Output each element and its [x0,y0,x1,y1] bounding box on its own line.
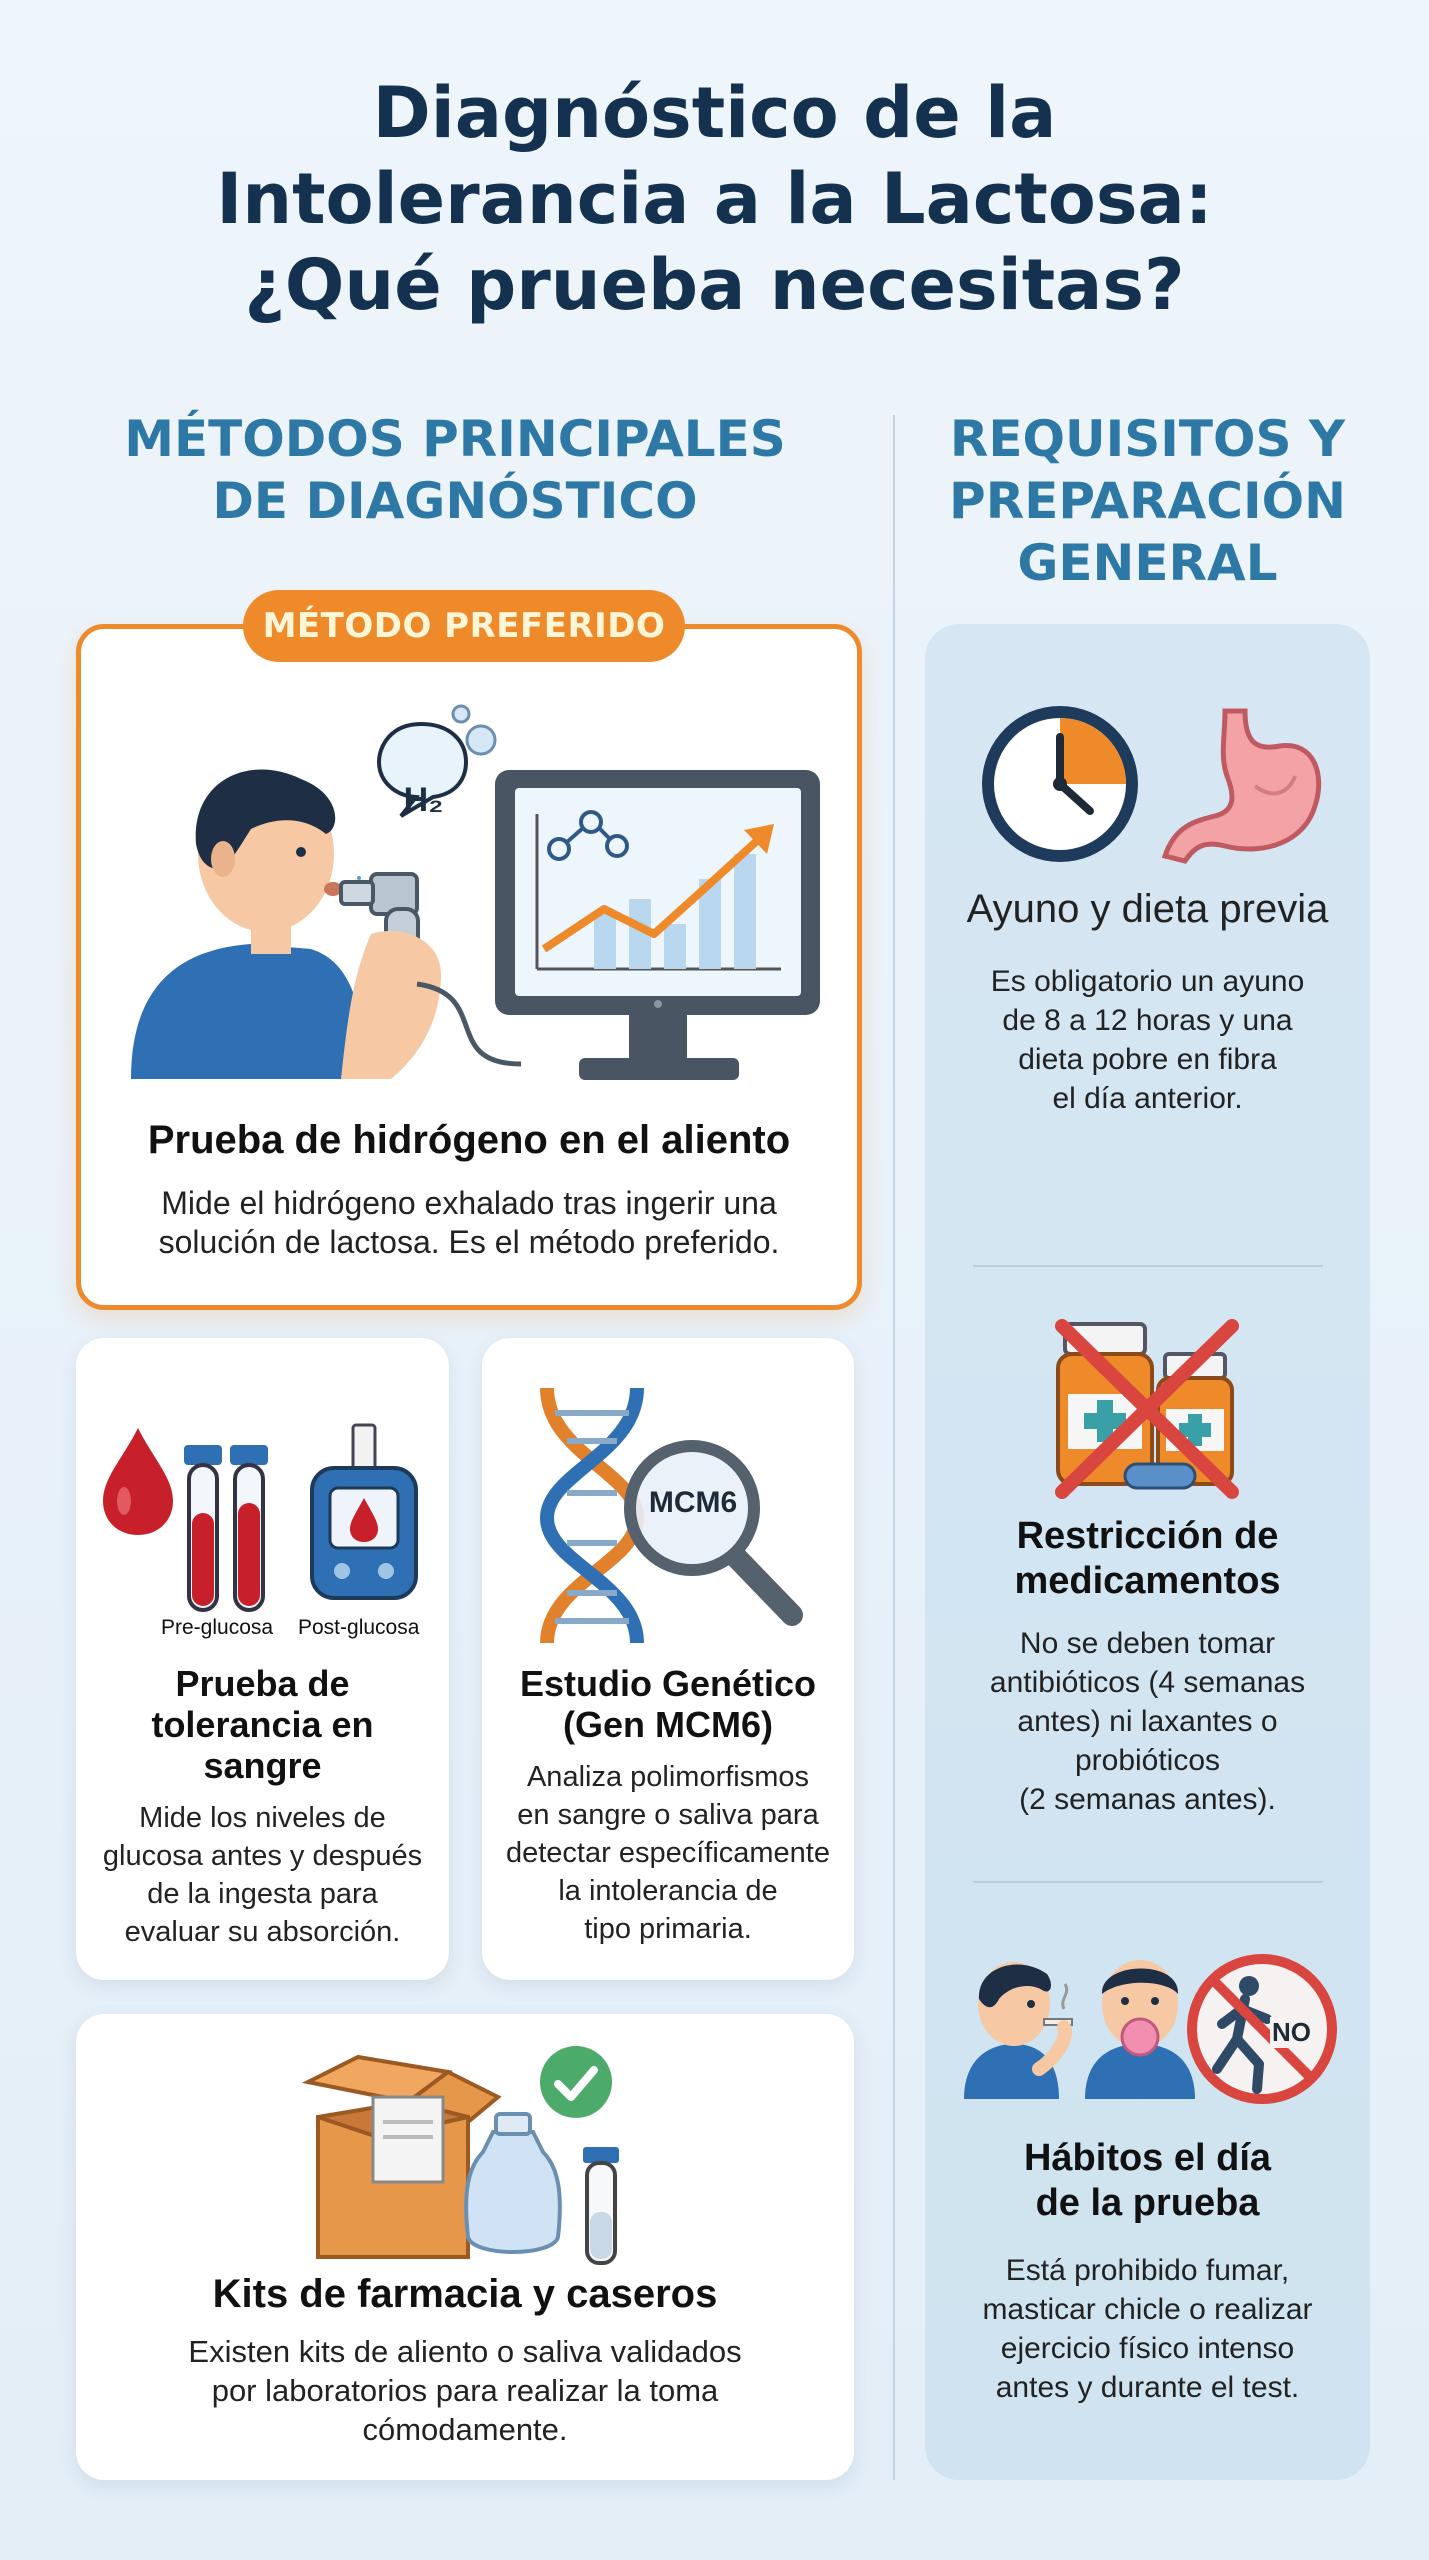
h2-label: H₂ [403,781,444,819]
blood-test-desc-line-1: Mide los niveles de [139,1802,386,1834]
hydrogen-bubble-icon [376,704,497,818]
requirements-heading-line-2: PREPARACIÓN [949,472,1346,530]
requirements-divider-2 [973,1881,1323,1883]
breath-test-card: H₂ Prueba de hidrógeno en el aliento Mid… [76,624,862,1310]
fasting-desc-line-3: dieta pobre en fibra [1018,1043,1277,1076]
requirements-divider-1 [973,1265,1323,1267]
fasting-title: Ayuno y dieta previa [966,887,1329,931]
requirements-heading-line-3: GENERAL [1017,534,1278,592]
genetic-test-desc-line-3: detectar específicamente [505,1837,830,1869]
test-tubes-icon [184,1445,268,1612]
habits-desc-line-2: masticar chicle o realizar [982,2293,1313,2326]
methods-heading: MÉTODOS PRINCIPALES DE DIAGNÓSTICO [40,408,870,532]
habits-title-line-1: Hábitos el día [1023,2137,1272,2179]
blood-test-title: Prueba de tolerancia en sangre [76,1663,449,1786]
blood-test-title-line-1: Prueba de [175,1663,350,1704]
box-kit-icon [301,2054,619,2265]
requirements-heading-line-1: REQUISITOS Y [949,410,1346,468]
habits-desc-line-3: ejercicio físico intenso [1000,2332,1295,2365]
pre-glucose-label: Pre-glucosa [161,1616,274,1639]
title-line-2: Intolerancia a la Lactosa: [216,158,1213,240]
medication-desc-line-3: antes) ni laxantes o [1017,1705,1278,1738]
blood-test-desc-line-2: glucosa antes y después [102,1840,423,1872]
monitor-chart-icon [495,770,820,1080]
genetic-test-desc: Analiza polimorfismos en sangre o saliva… [482,1758,854,1948]
breath-test-title: Prueba de hidrógeno en el aliento [147,1118,791,1162]
fasting-desc-line-4: el día anterior. [1052,1082,1243,1115]
breath-test-desc-line-1: Mide el hidrógeno exhalado tras ingerir … [161,1185,777,1221]
habits-title: Hábitos el día de la prueba [925,2136,1370,2226]
medication-desc-line-2: antibióticos (4 semanas [989,1666,1306,1699]
clock-icon [982,706,1138,862]
home-kits-title: Kits de farmacia y caseros [212,2272,718,2316]
blood-test-card: Pre-glucosa Post-glucosa Prueba de toler… [76,1338,449,1980]
smoking-person-icon [964,1962,1073,2099]
breath-test-desc: Mide el hidrógeno exhalado tras ingerir … [81,1184,857,1262]
genetic-test-desc-line-1: Analiza polimorfismos [526,1761,810,1793]
home-kits-card: Kits de farmacia y caseros Existen kits … [76,2014,854,2480]
habits-desc-line-4: antes y durante el test. [995,2371,1300,2404]
preferred-method-badge: MÉTODO PREFERIDO [243,590,685,662]
requirements-panel: Ayuno y dieta previa Es obligatorio un a… [925,624,1370,2480]
column-divider [893,415,895,2480]
genetic-test-card: MCM6 Estudio Genético (Gen MCM6) Analiza… [482,1338,854,1980]
genetic-test-desc-line-4: la intolerancia de [558,1875,778,1907]
post-glucose-label: Post-glucosa [298,1616,420,1639]
title-line-1: Diagnóstico de la [372,72,1057,154]
medication-title: Restricción de medicamentos [925,1514,1370,1604]
no-exercise-icon [1187,1954,1337,2104]
medicine-bottles-crossed-icon [1055,1319,1239,1499]
medication-desc-line-4: probióticos [1074,1744,1221,1777]
home-kits-desc-line-1: Existen kits de aliento o saliva validad… [188,2334,742,2369]
methods-heading-line-2: DE DIAGNÓSTICO [212,472,698,530]
medication-title-line-2: medicamentos [1014,1560,1281,1602]
genetic-test-desc-line-2: en sangre o saliva para [517,1799,819,1831]
magnifier-icon [624,1440,803,1626]
breath-test-desc-line-2: solución de lactosa. Es el método prefer… [158,1224,780,1260]
medication-desc: No se deben tomar antibióticos (4 semana… [925,1624,1370,1819]
stomach-icon [1161,708,1322,864]
blood-drop-icon [103,1428,173,1535]
genetic-test-title-line-1: Estudio Genético [519,1663,817,1704]
habits-title-line-2: de la prueba [1035,2182,1260,2224]
habits-desc: Está prohibido fumar, masticar chicle o … [925,2251,1370,2407]
page-title: Diagnóstico de la Intolerancia a la Lact… [0,70,1429,328]
blood-test-title-line-3: sangre [203,1745,322,1786]
habits-desc-line-1: Está prohibido fumar, [1005,2254,1290,2287]
blood-test-desc: Mide los niveles de glucosa antes y desp… [76,1799,449,1951]
home-kits-desc-line-2: por laboratorios para realizar la toma [211,2373,719,2408]
home-kits-desc: Existen kits de aliento o saliva validad… [76,2332,854,2449]
fasting-desc-line-2: de 8 a 12 horas y una [1002,1004,1293,1037]
blood-test-title-line-2: tolerancia en [151,1704,374,1745]
medication-desc-line-5: (2 semanas antes). [1019,1783,1276,1816]
medication-desc-line-1: No se deben tomar [1019,1627,1276,1660]
genetic-test-title: Estudio Genético (Gen MCM6) [482,1663,854,1745]
genetic-test-title-line-2: (Gen MCM6) [563,1704,773,1745]
mcm6-label: MCM6 [648,1486,738,1519]
glucometer-icon [310,1423,418,1600]
medication-title-line-1: Restricción de [1016,1515,1279,1557]
fasting-desc: Es obligatorio un ayuno de 8 a 12 horas … [925,962,1370,1118]
check-icon [540,2046,612,2118]
blood-test-desc-line-3: de la ingesta para [147,1878,378,1910]
gum-person-icon [1085,1960,1195,2099]
methods-heading-line-1: MÉTODOS PRINCIPALES [124,410,786,468]
genetic-test-desc-line-5: tipo primaria. [584,1913,752,1945]
blood-test-desc-line-4: evaluar su absorción. [124,1916,401,1948]
title-line-3: ¿Qué prueba necesitas? [244,244,1185,326]
requirements-heading: REQUISITOS Y PREPARACIÓN GENERAL [910,408,1385,594]
no-label: NO [1270,2017,1313,2048]
fasting-desc-line-1: Es obligatorio un ayuno [990,965,1305,998]
person-breathing-icon [131,769,522,1079]
home-kits-desc-line-3: cómodamente. [362,2412,568,2447]
